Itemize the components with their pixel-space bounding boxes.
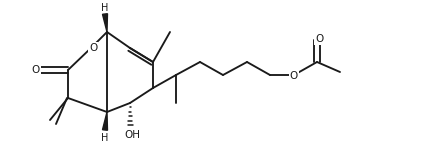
Text: H: H <box>102 3 109 13</box>
Text: O: O <box>32 65 40 75</box>
Text: H: H <box>102 133 109 143</box>
Polygon shape <box>102 112 107 130</box>
Text: O: O <box>89 43 97 53</box>
Polygon shape <box>102 14 107 32</box>
Text: O: O <box>315 34 323 44</box>
Text: OH: OH <box>124 130 140 140</box>
Text: O: O <box>290 71 298 81</box>
